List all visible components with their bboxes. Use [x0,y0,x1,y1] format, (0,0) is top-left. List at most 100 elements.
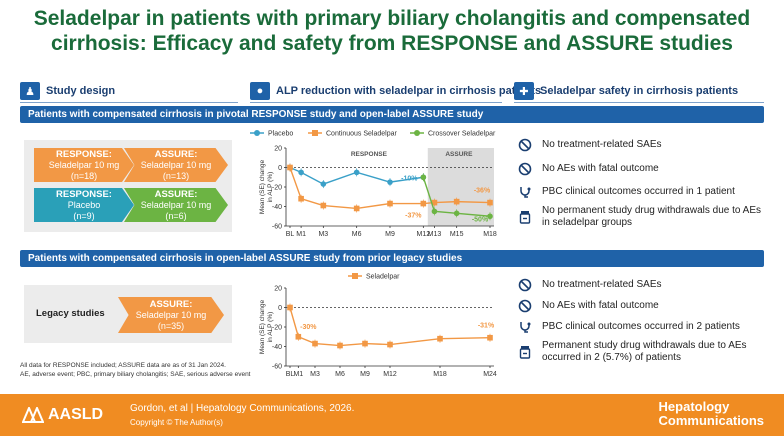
citation: Gordon, et al | Hepatology Communication… [130,402,354,430]
safety-top-2: No AEs with fatal outcome [518,162,659,176]
safety-bottom-2: No AEs with fatal outcome [518,299,659,313]
data-point [431,208,438,215]
chevron-title: RESPONSE: [56,148,112,160]
section-safety: ✚ Seladelpar safety in cirrhosis patient… [514,82,738,100]
chevron-n: (n=6) [165,210,187,221]
data-point [337,342,343,349]
x-tick-label: M24 [483,371,497,378]
drop-icon: ● [250,82,270,100]
footnote-line-1: All data for RESPONSE included; ASSURE d… [20,362,226,369]
section-study-design-label: Study design [46,85,116,97]
data-point [387,200,393,207]
chevron-title: ASSURE: [149,298,193,310]
pill-bottle-icon [519,346,531,359]
stethoscope-icon [520,322,531,333]
data-point [453,210,460,217]
legend-marker [414,130,420,136]
chevron-line: Seladelpar 10 mg [135,309,207,320]
data-point [353,169,360,176]
x-tick-label: M1 [293,371,303,378]
y-tick-label: -40 [272,204,282,211]
safety-text: No permanent study drug withdrawals due … [542,205,762,216]
y-tick-label: -40 [272,344,282,351]
y-axis-label-line-1: Mean (SE) change [259,160,266,215]
y-axis-label: Mean (SE) changein ALP (%) [259,300,274,355]
data-point [298,195,304,202]
safety-text: No AEs with fatal outcome [542,163,659,174]
band-bottom: Patients with compensated cirrhosis in o… [20,250,764,267]
section-alp: ● ALP reduction with seladelpar in cirrh… [250,82,541,100]
footnote-line-2: AE, adverse event; PBC, primary biliary … [20,371,251,378]
no-symbol-icon [518,278,532,292]
safety-bottom-3: PBC clinical outcomes occurred in 2 pati… [518,320,740,334]
x-tick-label: M3 [318,231,328,238]
x-tick-label: M6 [352,231,362,238]
section-divider [514,102,764,103]
safety-text: PBC clinical outcomes occurred in 2 pati… [542,321,740,332]
journal-logo: Hepatology Communications [659,400,764,428]
chevron-n: (n=35) [157,320,185,331]
legend-label: Crossover Seladelpar [428,131,496,138]
legend-label: Placebo [268,131,293,138]
y-axis-label-line-2: in ALP (%) [267,312,274,343]
x-tick-label: M12 [417,231,431,238]
data-point [487,199,493,206]
no-symbol-icon [518,138,532,152]
x-tick-label: BL [286,371,295,378]
pill-bottle-icon [519,211,531,224]
data-point [298,169,304,176]
safety-bottom-1: No treatment-related SAEs [518,278,662,292]
legend-marker [254,130,260,136]
data-annotation: -37% [405,213,422,220]
footnote: All data for RESPONSE included; ASSURE d… [20,361,251,379]
section-study-design: ♟ Study design [20,82,115,100]
no-symbol-icon [518,299,532,313]
data-point [287,164,293,171]
data-annotation: -10% [401,175,418,182]
y-tick-label: 20 [274,146,282,153]
y-tick-label: 0 [278,165,282,172]
section-divider [250,102,502,103]
data-annotation: -31% [478,323,495,330]
chevron-n: (n=18) [70,170,98,181]
data-point [295,333,302,340]
data-point [420,200,427,207]
safety-text: Permanent study drug withdrawals due to … [542,340,747,351]
x-tick-label: M18 [433,371,447,378]
journal-line-2: Communications [658,413,764,428]
y-axis-label-line-1: Mean (SE) change [259,300,266,355]
citation-line-1: Gordon, et al | Hepatology Communication… [130,403,355,414]
x-tick-label: M9 [360,371,370,378]
y-tick-label: 0 [278,305,282,312]
title-line-1: Seladelpar in patients with primary bili… [33,7,751,30]
band-top: Patients with compensated cirrhosis in p… [20,106,764,123]
y-axis-label: Mean (SE) changein ALP (%) [259,160,274,215]
response-seladelpar-chevron: RESPONSE: Seladelpar 10 mg (n=18) [34,148,134,182]
safety-text: PBC clinical outcomes occurred in 1 pati… [542,186,735,197]
data-point [312,340,318,347]
chevron-n: (n=13) [162,170,190,181]
data-annotation: -50% [472,216,489,223]
citation-line-2: Copyright © The Author(s) [130,418,223,427]
legend-label: Seladelpar [366,274,400,281]
data-point [487,213,493,220]
alp-chart-legacy: 20 0 -20 -40 -60 BL M1 M3 M6 M9 M12 M18 M24 Mean (SE)… [259,273,497,378]
assure-crossover-chevron: ASSURE: Seladelpar 10 mg (n=6) [124,188,228,222]
data-point [362,340,368,347]
people-icon: ♟ [20,82,40,100]
data-point [431,199,438,206]
safety-top-1: No treatment-related SAEs [518,138,662,152]
data-annotation: -36% [474,188,491,195]
section-divider [20,102,238,103]
legend-marker [352,273,358,279]
x-tick-label: M9 [385,231,395,238]
data-point [487,334,493,341]
aasld-logo: AASLD [22,406,103,424]
chevron-n: (n=9) [73,210,95,221]
safety-top-3: PBC clinical outcomes occurred in 1 pati… [518,185,735,199]
footer: AASLD Gordon, et al | Hepatology Communi… [0,394,784,436]
x-tick-label: BL [286,231,295,238]
x-tick-label: M1 [296,231,306,238]
safety-text: in seladelpar groups [542,217,633,228]
x-tick-label: M12 [383,371,397,378]
